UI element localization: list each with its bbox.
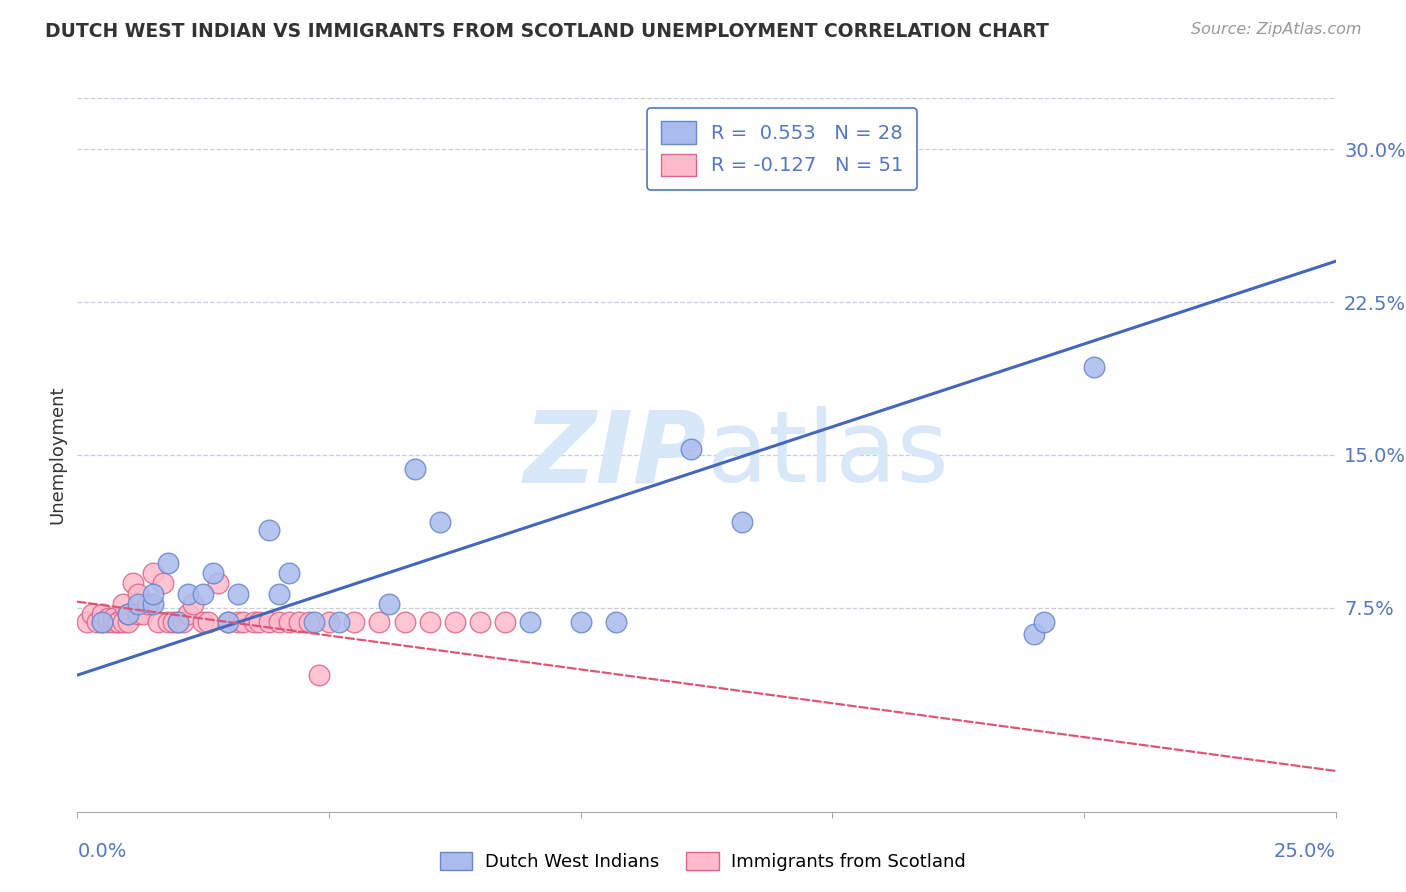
Point <box>202 566 225 581</box>
Point <box>277 566 299 581</box>
Point <box>267 615 290 629</box>
Point <box>142 566 165 581</box>
Point <box>328 615 350 629</box>
Point <box>162 615 184 629</box>
Point <box>96 611 118 625</box>
Point <box>177 607 200 621</box>
Point <box>101 611 124 625</box>
Point <box>429 515 451 529</box>
Point <box>207 576 229 591</box>
Point <box>228 615 250 629</box>
Point <box>152 576 174 591</box>
Legend: Dutch West Indians, Immigrants from Scotland: Dutch West Indians, Immigrants from Scot… <box>433 845 973 879</box>
Point <box>167 615 190 629</box>
Point <box>368 615 391 629</box>
Point <box>419 615 441 629</box>
Point <box>177 586 200 600</box>
Point <box>86 615 108 629</box>
Legend: R =  0.553   N = 28, R = -0.127   N = 51: R = 0.553 N = 28, R = -0.127 N = 51 <box>647 108 917 190</box>
Point <box>519 615 541 629</box>
Point <box>156 556 179 570</box>
Point <box>127 607 149 621</box>
Point <box>308 668 330 682</box>
Point <box>1032 615 1054 629</box>
Point <box>167 615 190 629</box>
Point <box>96 615 118 629</box>
Point <box>91 615 114 629</box>
Point <box>136 597 159 611</box>
Point <box>117 615 139 629</box>
Point <box>101 615 124 629</box>
Point <box>191 586 215 600</box>
Point <box>1083 360 1105 375</box>
Text: ZIP: ZIP <box>523 407 707 503</box>
Point <box>378 597 401 611</box>
Point <box>91 607 114 621</box>
Text: 25.0%: 25.0% <box>1274 842 1336 862</box>
Text: Source: ZipAtlas.com: Source: ZipAtlas.com <box>1191 22 1361 37</box>
Point <box>142 586 165 600</box>
Point <box>121 576 143 591</box>
Point <box>117 607 139 621</box>
Point <box>242 615 264 629</box>
Point <box>605 615 627 629</box>
Point <box>267 586 290 600</box>
Point <box>494 615 516 629</box>
Point <box>318 615 340 629</box>
Point <box>172 615 194 629</box>
Point <box>404 462 426 476</box>
Point <box>91 615 114 629</box>
Point <box>257 615 280 629</box>
Point <box>181 597 204 611</box>
Point <box>191 615 215 629</box>
Point <box>257 524 280 538</box>
Point <box>82 607 104 621</box>
Point <box>111 597 134 611</box>
Point <box>343 615 366 629</box>
Point <box>107 615 129 629</box>
Point <box>132 607 155 621</box>
Point <box>76 615 98 629</box>
Point <box>1022 627 1045 641</box>
Point <box>217 615 239 629</box>
Point <box>232 615 254 629</box>
Point <box>111 615 134 629</box>
Point <box>394 615 416 629</box>
Point <box>468 615 491 629</box>
Point <box>146 615 169 629</box>
Point <box>228 586 250 600</box>
Text: DUTCH WEST INDIAN VS IMMIGRANTS FROM SCOTLAND UNEMPLOYMENT CORRELATION CHART: DUTCH WEST INDIAN VS IMMIGRANTS FROM SCO… <box>45 22 1049 41</box>
Point <box>117 607 139 621</box>
Point <box>731 515 754 529</box>
Point <box>298 615 321 629</box>
Point <box>217 615 239 629</box>
Point <box>302 615 325 629</box>
Point <box>197 615 219 629</box>
Y-axis label: Unemployment: Unemployment <box>48 385 66 524</box>
Point <box>444 615 467 629</box>
Point <box>107 615 129 629</box>
Point <box>569 615 592 629</box>
Point <box>288 615 311 629</box>
Point <box>247 615 270 629</box>
Point <box>156 615 179 629</box>
Point <box>277 615 299 629</box>
Point <box>127 586 149 600</box>
Text: atlas: atlas <box>707 407 948 503</box>
Point <box>127 597 149 611</box>
Text: 0.0%: 0.0% <box>77 842 127 862</box>
Point <box>142 597 165 611</box>
Point <box>681 442 703 456</box>
